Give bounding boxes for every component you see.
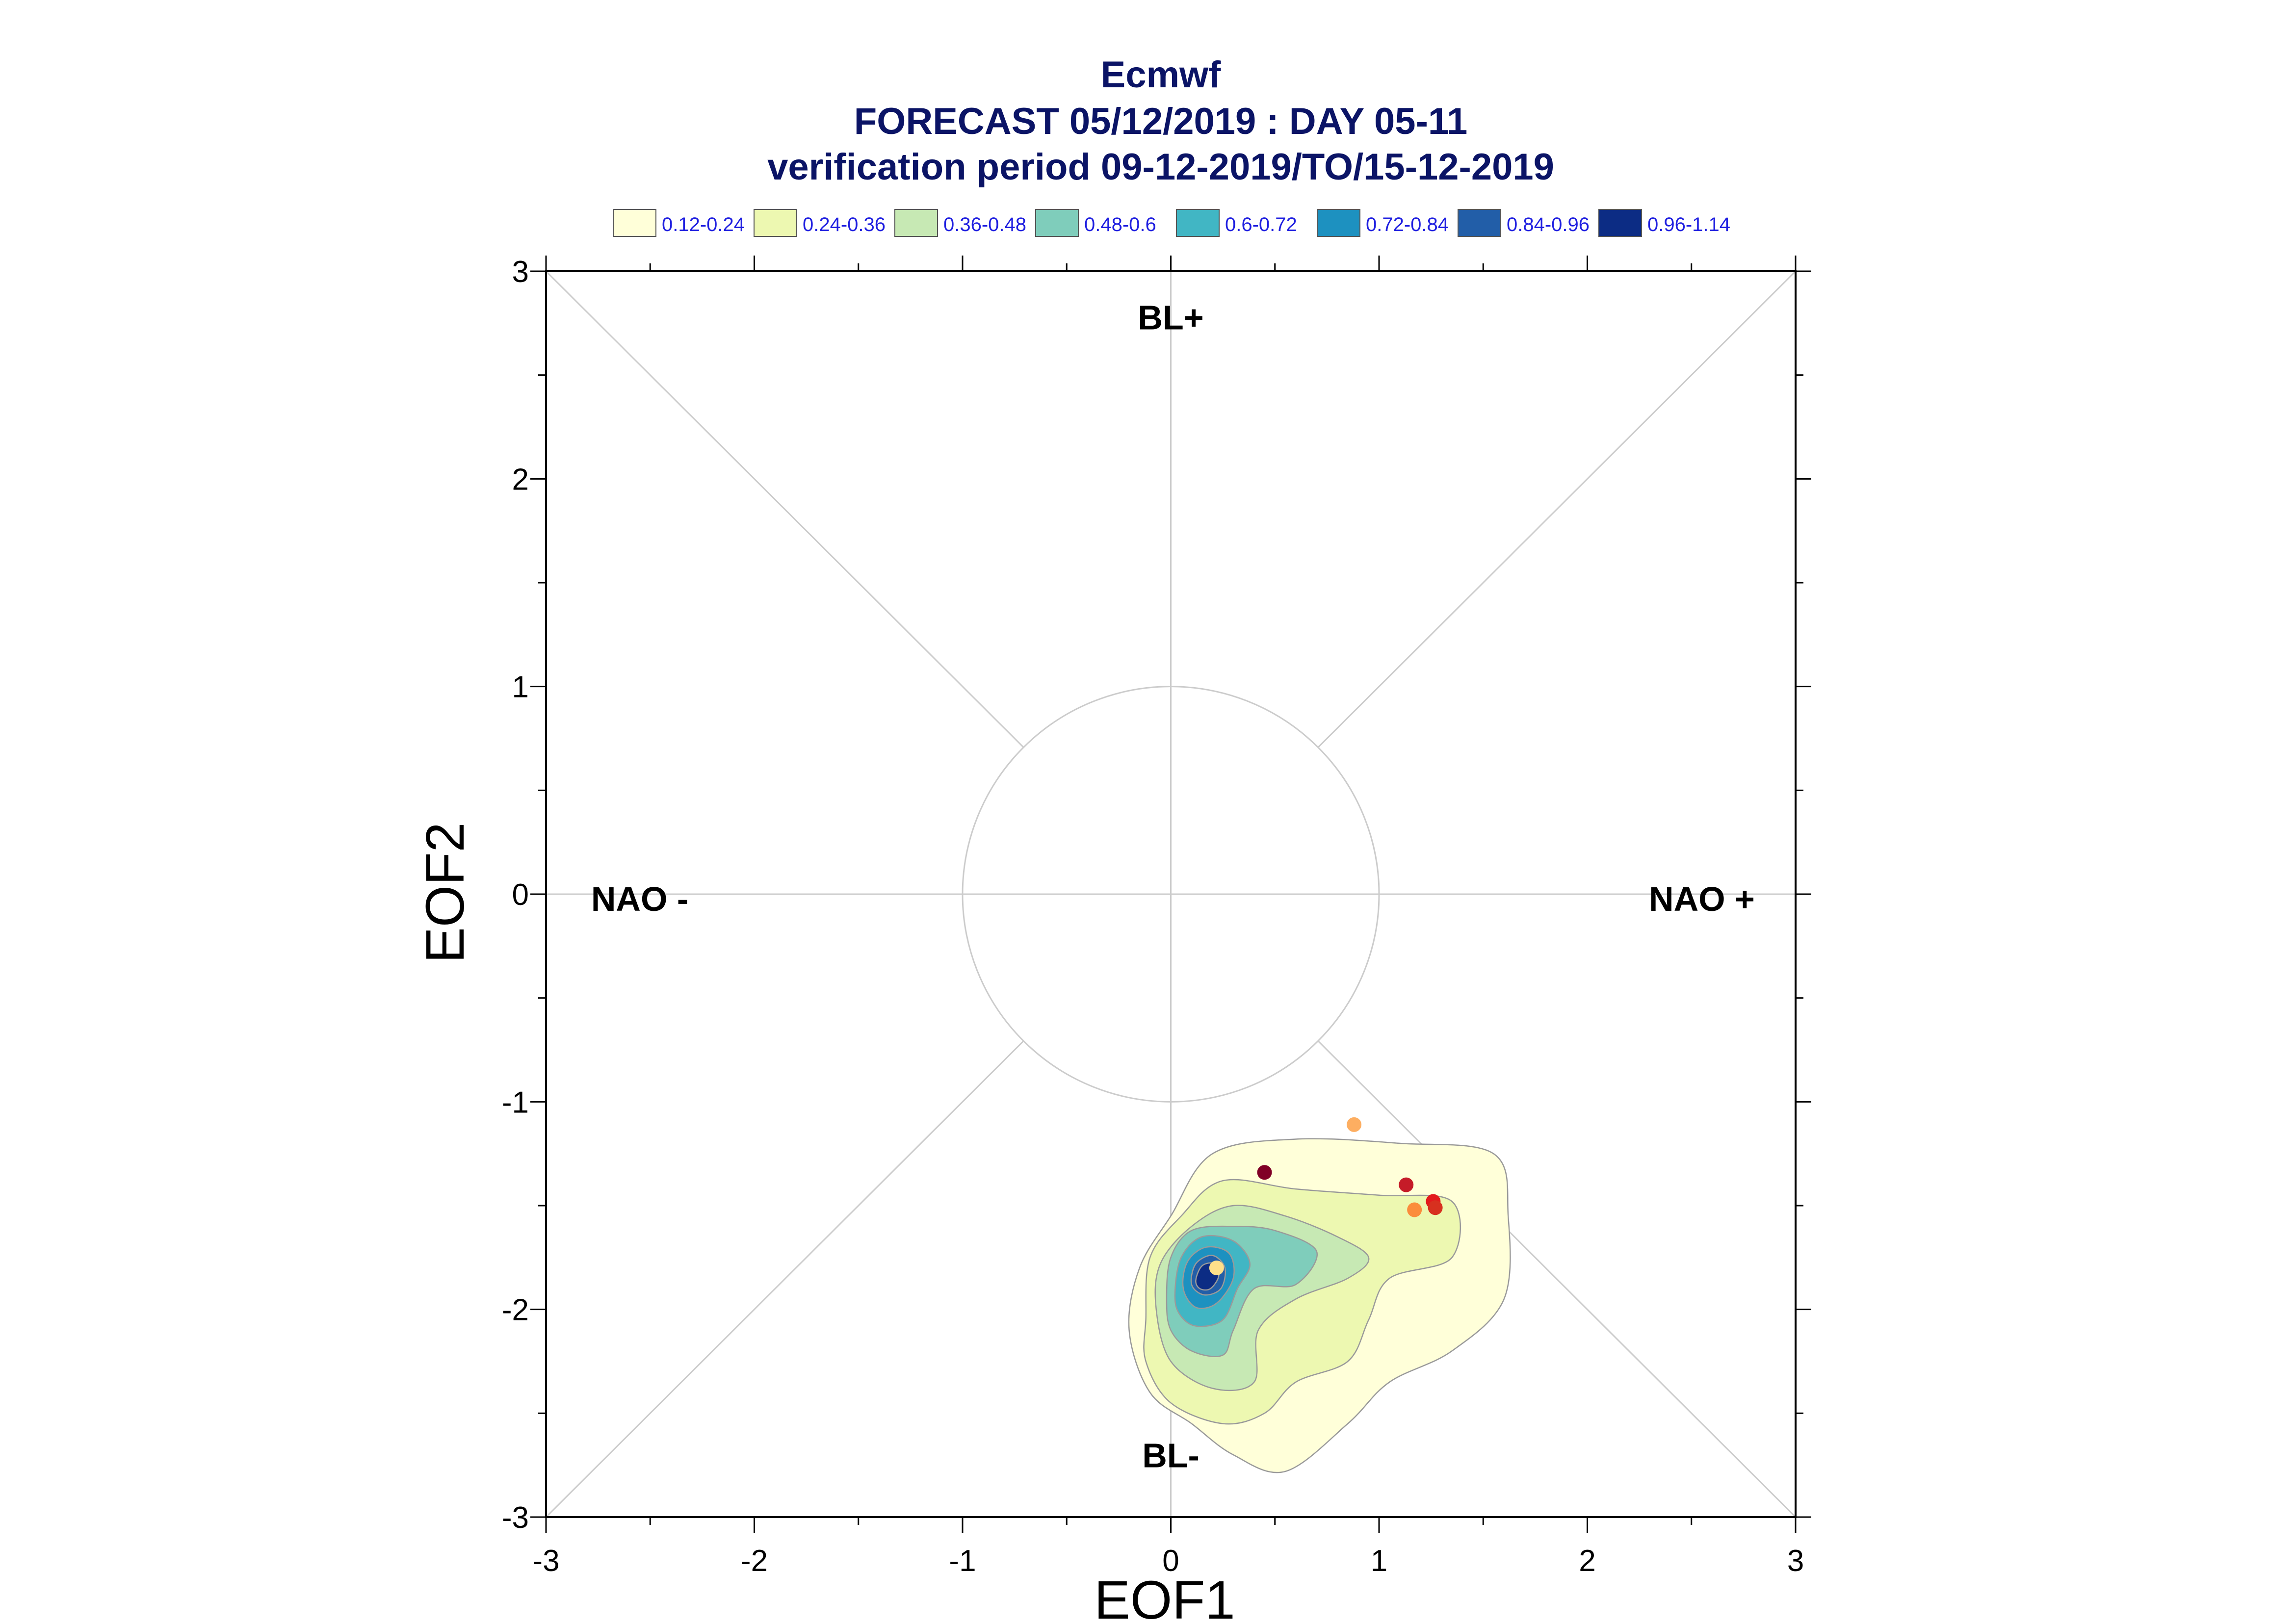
legend-label: 0.6-0.72: [1225, 214, 1297, 235]
diagonal-line: [545, 1040, 1024, 1518]
x-tick-label: 3: [1787, 1544, 1804, 1578]
forecast-point: [1257, 1165, 1272, 1180]
diagonal-line: [1317, 1040, 1797, 1518]
y-tick-label: -3: [502, 1501, 529, 1535]
legend-swatch: [1035, 209, 1079, 237]
forecast-point: [1428, 1200, 1443, 1215]
legend-swatch: [1317, 209, 1360, 237]
x-tick-label: -3: [532, 1544, 559, 1578]
plot-area: BL+ BL- NAO - NAO + -3 -2 -1 0 1 2 3 3 2 1 0 -1 -2 -3: [502, 255, 1811, 1578]
regime-label: NAO -: [591, 880, 688, 918]
legend-label: 0.12-0.24: [662, 214, 745, 235]
legend-label: 0.96-1.14: [1647, 214, 1730, 235]
legend-label: 0.48-0.6: [1084, 214, 1156, 235]
regime-label: BL+: [1138, 299, 1203, 337]
x-axis-label: EOF1: [1094, 1570, 1235, 1624]
forecast-points: [1209, 1117, 1443, 1275]
legend-swatch: [613, 209, 656, 237]
regime-labels: BL+ BL- NAO - NAO +: [591, 299, 1755, 1475]
legend-swatch: [1176, 209, 1220, 237]
legend-swatch: [1598, 209, 1642, 237]
legend-swatch: [1458, 209, 1501, 237]
x-tick-label: 0: [1162, 1544, 1179, 1578]
y-tick-label: 2: [512, 463, 529, 496]
y-tick-label: 3: [512, 255, 529, 289]
diagonal-line: [1317, 270, 1797, 748]
regime-label: NAO +: [1649, 880, 1755, 918]
chart-title: Ecmwf: [1101, 54, 1222, 96]
legend-label: 0.84-0.96: [1507, 214, 1590, 235]
y-tick-label: 0: [512, 878, 529, 912]
forecast-point: [1347, 1117, 1362, 1132]
chart-subtitle2: verification period 09-12-2019/TO/15-12-…: [767, 146, 1554, 188]
forecast-point: [1209, 1261, 1224, 1275]
reference-circle: [962, 686, 1380, 1103]
density-contours: [1128, 1138, 1511, 1473]
legend-label: 0.72-0.84: [1366, 214, 1449, 235]
y-tick-label: -2: [502, 1293, 529, 1327]
x-tick-label: 1: [1371, 1544, 1387, 1578]
legend-label: 0.36-0.48: [943, 214, 1026, 235]
legend-label: 0.24-0.36: [803, 214, 886, 235]
forecast-point: [1407, 1202, 1422, 1217]
regime-label: BL-: [1142, 1436, 1200, 1474]
forecast-point: [1399, 1177, 1414, 1192]
title-group: Ecmwf FORECAST 05/12/2019 : DAY 05-11 ve…: [767, 54, 1554, 188]
x-tick-label: 2: [1579, 1544, 1595, 1578]
chart-subtitle: FORECAST 05/12/2019 : DAY 05-11: [854, 101, 1467, 142]
y-tick-label: -1: [502, 1085, 529, 1119]
y-axis-label: EOF2: [415, 822, 475, 963]
legend-swatch: [754, 209, 797, 237]
y-tick-label: 1: [512, 670, 529, 704]
axis-ticks: -3 -2 -1 0 1 2 3 3 2 1 0 -1 -2 -3: [502, 255, 1811, 1578]
diagonal-line: [545, 270, 1024, 748]
legend-swatch: [894, 209, 938, 237]
x-tick-label: -1: [949, 1544, 976, 1578]
legend: 0.12-0.24 0.24-0.36 0.36-0.48 0.48-0.6 0.6-0…: [613, 209, 1730, 237]
x-tick-label: -2: [741, 1544, 768, 1578]
